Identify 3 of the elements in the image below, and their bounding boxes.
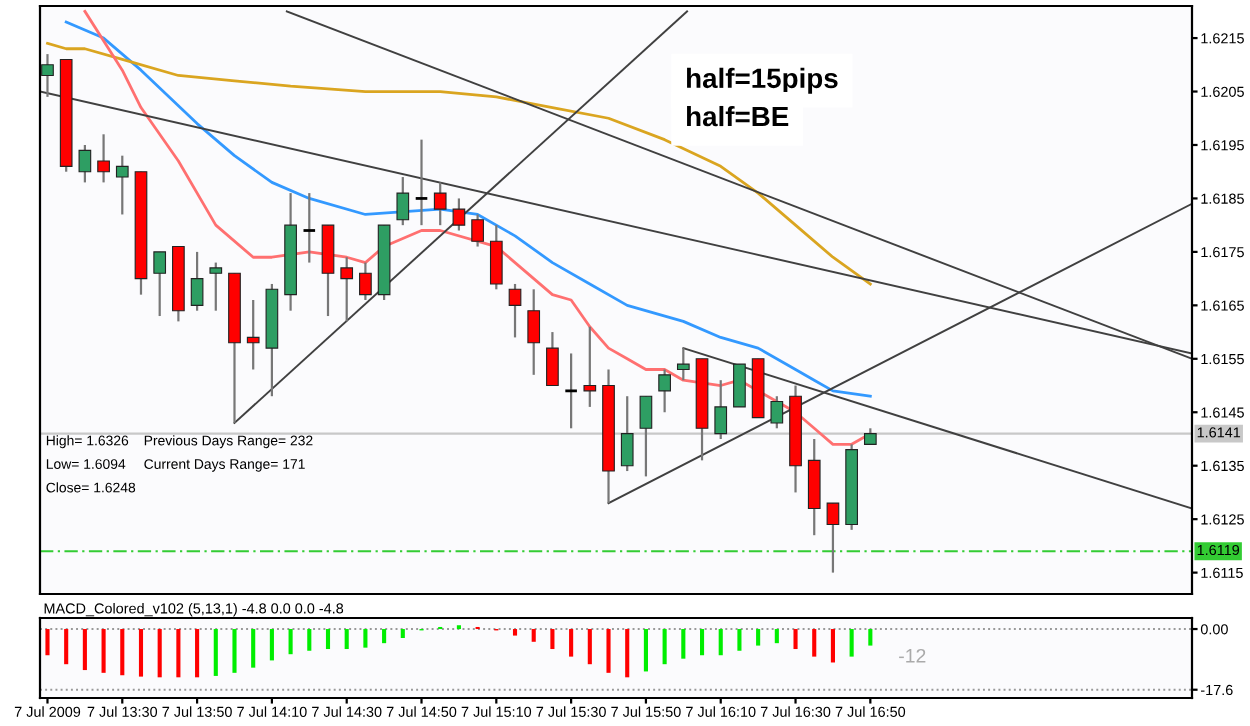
annotation: half=BE: [687, 105, 789, 127]
annotation: -12: [899, 648, 926, 663]
annotation: half=15pips: [687, 67, 838, 94]
